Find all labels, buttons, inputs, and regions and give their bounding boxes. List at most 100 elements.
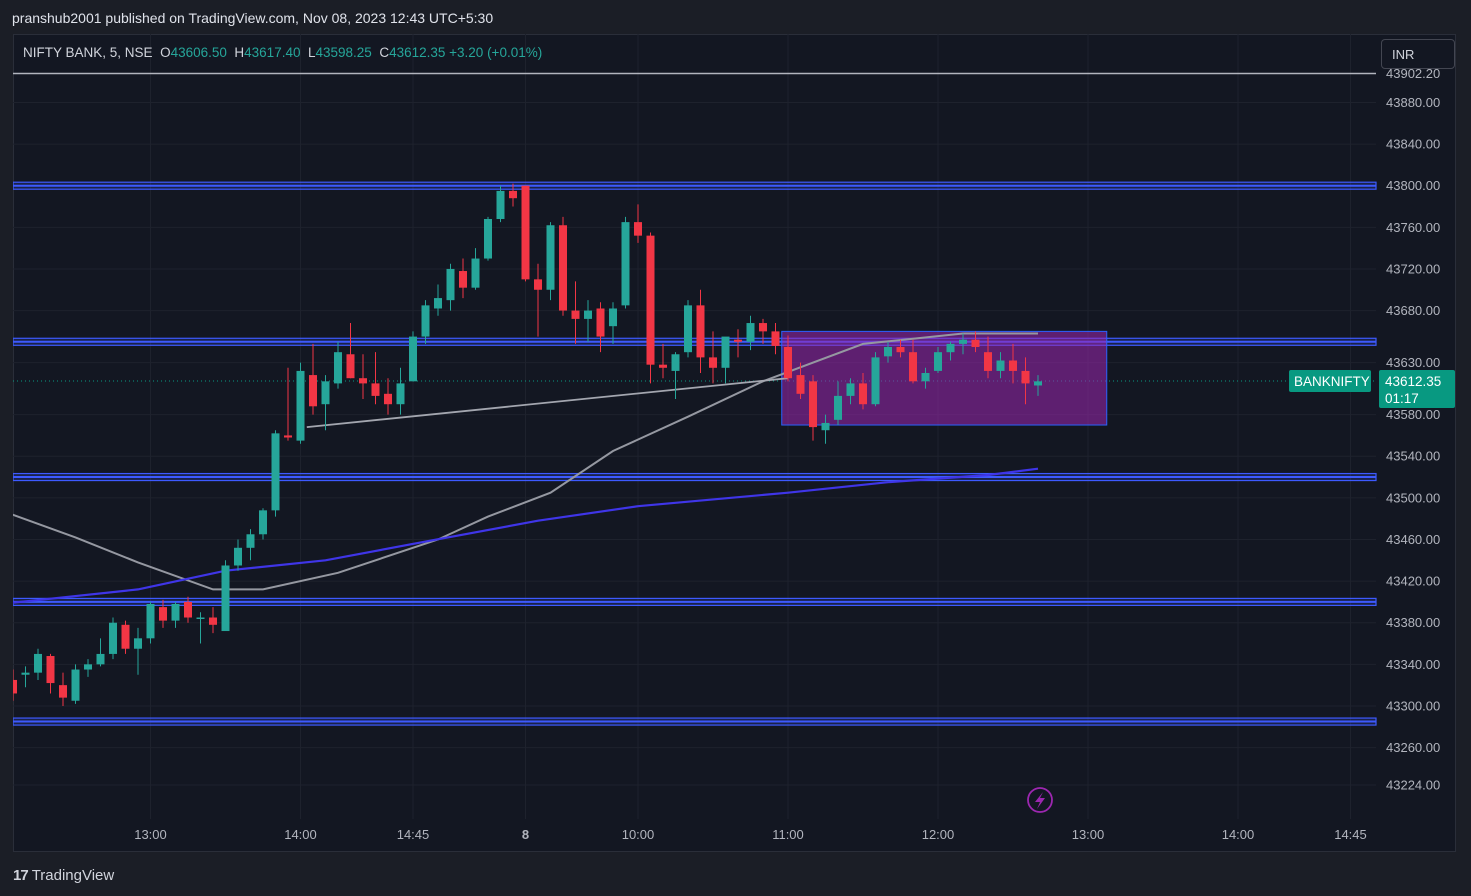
candle-body xyxy=(821,422,830,431)
candle xyxy=(559,216,567,316)
candle xyxy=(59,672,67,706)
candle-body xyxy=(259,510,267,535)
candle xyxy=(534,263,542,337)
candle-body xyxy=(559,225,567,311)
candle-body xyxy=(446,268,455,301)
candle-body xyxy=(196,617,205,620)
candle-body xyxy=(246,534,255,548)
y-tick-label: 43300.00 xyxy=(1386,698,1440,713)
x-tick-label: 11:00 xyxy=(772,827,804,842)
candle xyxy=(459,258,467,299)
candle xyxy=(671,352,680,400)
candle-body xyxy=(1009,360,1017,371)
candle xyxy=(621,216,630,309)
candle-body xyxy=(996,360,1005,371)
x-tick-label: 14:45 xyxy=(1334,827,1367,842)
candle-body xyxy=(346,354,355,379)
candle-body xyxy=(571,310,580,319)
x-tick-label: 14:45 xyxy=(397,827,430,842)
candle xyxy=(109,617,117,660)
candle-body xyxy=(96,653,105,665)
candle xyxy=(659,343,667,379)
lightning-icon xyxy=(1027,787,1053,813)
candle xyxy=(996,352,1005,379)
candle-body xyxy=(59,685,67,698)
candle-body xyxy=(834,395,842,420)
candle xyxy=(421,300,430,344)
time-axis: 13:00 14:00 14:45 8 10:00 11:00 12:00 13:00 14:0… xyxy=(134,827,1367,842)
candle xyxy=(96,638,105,667)
y-tick-label: 43840.00 xyxy=(1386,137,1440,152)
x-tick-label: 12:00 xyxy=(922,827,955,842)
symbol-price-tag: BANKNIFTY xyxy=(1289,369,1371,392)
y-tick-label: 43680.00 xyxy=(1386,303,1440,318)
candle xyxy=(946,341,955,361)
y-tick-label-partial: 43902.20 xyxy=(1386,66,1440,81)
candle xyxy=(134,627,142,675)
candle xyxy=(371,352,380,405)
candle-body xyxy=(746,323,755,342)
y-tick-label: 43760.00 xyxy=(1386,220,1440,235)
candle xyxy=(709,331,717,384)
currency-button[interactable]: INR xyxy=(1381,39,1455,69)
candle xyxy=(446,263,455,311)
candle-body xyxy=(359,378,367,384)
trend-ray xyxy=(306,377,789,428)
candle-body xyxy=(696,305,705,358)
candle xyxy=(434,284,442,316)
candlestick-chart[interactable]: 43224.00 43260.00 43300.00 43340.00 43380.00… xyxy=(13,34,1456,852)
candle-body xyxy=(634,222,642,236)
candle-body xyxy=(421,305,430,337)
candle xyxy=(609,302,617,344)
candle xyxy=(484,216,492,261)
legend-close: 43612.35 xyxy=(389,45,446,60)
candle-body xyxy=(71,669,80,701)
legend-change: +3.20 (+0.01%) xyxy=(449,45,543,60)
legend-low: 43598.25 xyxy=(315,45,372,60)
candle-body xyxy=(859,383,867,405)
candle xyxy=(1034,375,1042,396)
candle-body xyxy=(371,383,380,396)
x-tick-label: 8 xyxy=(522,827,529,842)
candle-body xyxy=(709,357,717,368)
legend-open: 43606.50 xyxy=(170,45,227,60)
candle xyxy=(734,329,742,358)
candle xyxy=(646,232,655,384)
candle xyxy=(296,362,305,444)
x-tick-label: 14:00 xyxy=(1222,827,1255,842)
candle-body xyxy=(1034,381,1042,386)
legend-symbol: NIFTY BANK, 5, NSE xyxy=(23,45,153,60)
candle xyxy=(34,648,42,680)
x-tick-label: 10:00 xyxy=(622,827,655,842)
candle xyxy=(796,362,805,400)
candle-body xyxy=(284,435,292,438)
moving-averages xyxy=(13,332,1039,604)
candle xyxy=(746,315,755,351)
y-tick-label: 43580.00 xyxy=(1386,407,1440,422)
candle-body xyxy=(471,258,480,288)
symbol-tag-text: BANKNIFTY xyxy=(1294,374,1370,389)
candle-body xyxy=(921,372,930,382)
candle-body xyxy=(659,364,667,368)
x-tick-label: 13:00 xyxy=(1072,827,1105,842)
y-tick-label: 43800.00 xyxy=(1386,178,1440,193)
legend-open-label: O xyxy=(160,45,171,60)
tradingview-logo-icon: 17 xyxy=(13,866,29,884)
candle xyxy=(859,372,867,410)
footer-brand[interactable]: 17 TradingView xyxy=(13,864,114,886)
chart-panel[interactable] xyxy=(13,34,1456,852)
candle-body xyxy=(534,279,542,290)
candle xyxy=(846,378,855,405)
candle xyxy=(509,183,517,207)
candle-body xyxy=(721,336,730,368)
countdown-text: 01:17 xyxy=(1385,391,1419,406)
candle xyxy=(771,323,780,355)
candle-body xyxy=(846,383,855,396)
candle xyxy=(546,222,555,301)
candles xyxy=(13,183,1042,706)
candle xyxy=(146,601,155,644)
y-tick-label: 43420.00 xyxy=(1386,574,1440,589)
candle xyxy=(284,367,292,441)
candle-body xyxy=(809,381,817,428)
y-tick-label: 43500.00 xyxy=(1386,490,1440,505)
